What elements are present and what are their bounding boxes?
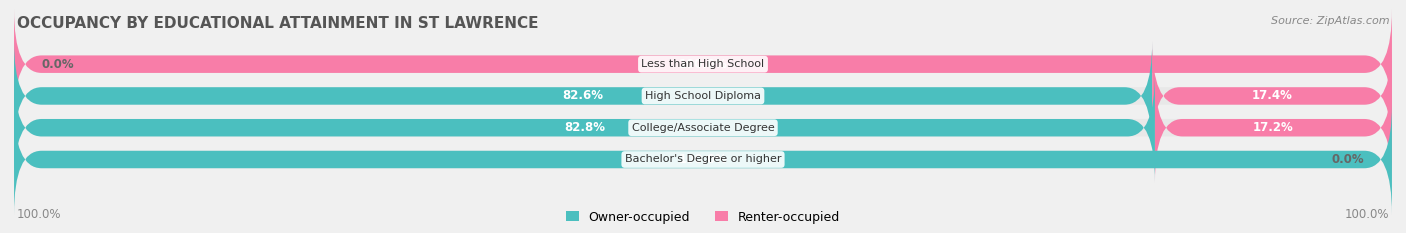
Text: 82.6%: 82.6% — [562, 89, 603, 103]
FancyBboxPatch shape — [14, 41, 1152, 151]
Text: 100.0%: 100.0% — [1344, 208, 1389, 221]
Text: High School Diploma: High School Diploma — [645, 91, 761, 101]
Text: 17.2%: 17.2% — [1253, 121, 1294, 134]
FancyBboxPatch shape — [14, 105, 1392, 214]
Text: 82.8%: 82.8% — [564, 121, 605, 134]
Text: 0.0%: 0.0% — [1331, 153, 1364, 166]
FancyBboxPatch shape — [14, 73, 1154, 182]
FancyBboxPatch shape — [14, 41, 1392, 151]
Text: 0.0%: 0.0% — [42, 58, 75, 71]
FancyBboxPatch shape — [14, 9, 1392, 119]
Text: Bachelor's Degree or higher: Bachelor's Degree or higher — [624, 154, 782, 164]
Text: 100.0%: 100.0% — [679, 153, 727, 166]
FancyBboxPatch shape — [14, 105, 1392, 214]
Text: OCCUPANCY BY EDUCATIONAL ATTAINMENT IN ST LAWRENCE: OCCUPANCY BY EDUCATIONAL ATTAINMENT IN S… — [17, 16, 538, 31]
FancyBboxPatch shape — [14, 9, 1392, 119]
FancyBboxPatch shape — [14, 73, 1392, 182]
Text: 17.4%: 17.4% — [1251, 89, 1292, 103]
Text: Source: ZipAtlas.com: Source: ZipAtlas.com — [1271, 16, 1389, 26]
Text: College/Associate Degree: College/Associate Degree — [631, 123, 775, 133]
Legend: Owner-occupied, Renter-occupied: Owner-occupied, Renter-occupied — [561, 206, 845, 229]
FancyBboxPatch shape — [1154, 73, 1392, 182]
Text: 100.0%: 100.0% — [17, 208, 62, 221]
Text: 100.0%: 100.0% — [679, 58, 727, 71]
FancyBboxPatch shape — [1152, 41, 1392, 151]
Text: Less than High School: Less than High School — [641, 59, 765, 69]
